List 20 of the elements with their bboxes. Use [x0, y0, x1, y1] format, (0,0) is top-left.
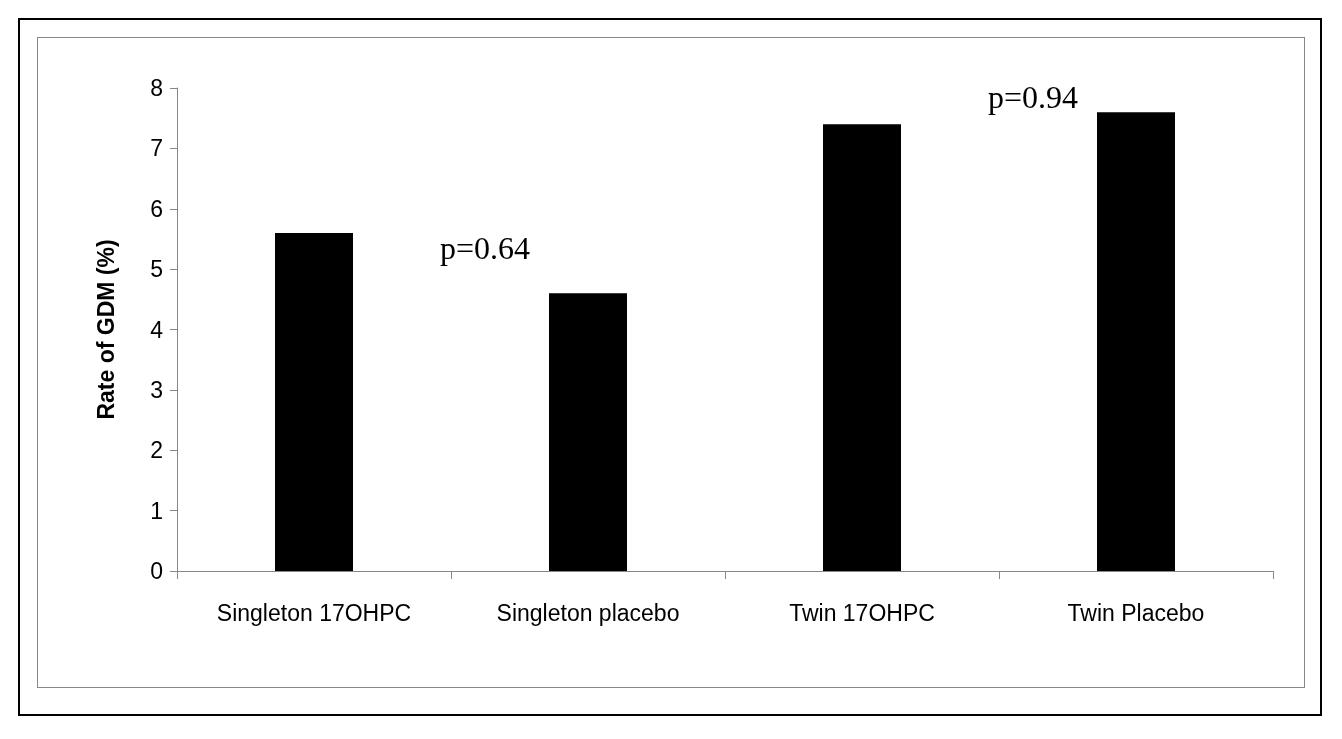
y-tick-label: 0 — [150, 558, 163, 584]
y-tick-label: 5 — [150, 256, 163, 283]
y-tick-label: 1 — [150, 497, 163, 524]
x-tick-label: Singleton 17OHPC — [216, 599, 412, 626]
annotation: p=0.64 — [439, 229, 531, 266]
annotation: p=0.94 — [987, 79, 1079, 116]
y-tick-label: 6 — [150, 195, 163, 222]
x-tick-label: Singleton placebo — [496, 599, 680, 626]
bar — [275, 232, 353, 571]
y-axis-title: Rate of GDM (%) — [92, 239, 119, 420]
x-tick-label: Twin 17OHPC — [789, 599, 935, 626]
y-tick-label: 2 — [150, 437, 163, 464]
y-tick-label: 4 — [150, 316, 164, 343]
bar — [1097, 112, 1175, 571]
y-tick-label: 8 — [150, 75, 163, 101]
y-tick-label: 7 — [150, 135, 163, 162]
x-tick-label: Twin Placebo — [1067, 599, 1205, 626]
y-tick-label: 3 — [150, 376, 163, 403]
bar — [823, 124, 901, 571]
bar — [549, 293, 627, 571]
